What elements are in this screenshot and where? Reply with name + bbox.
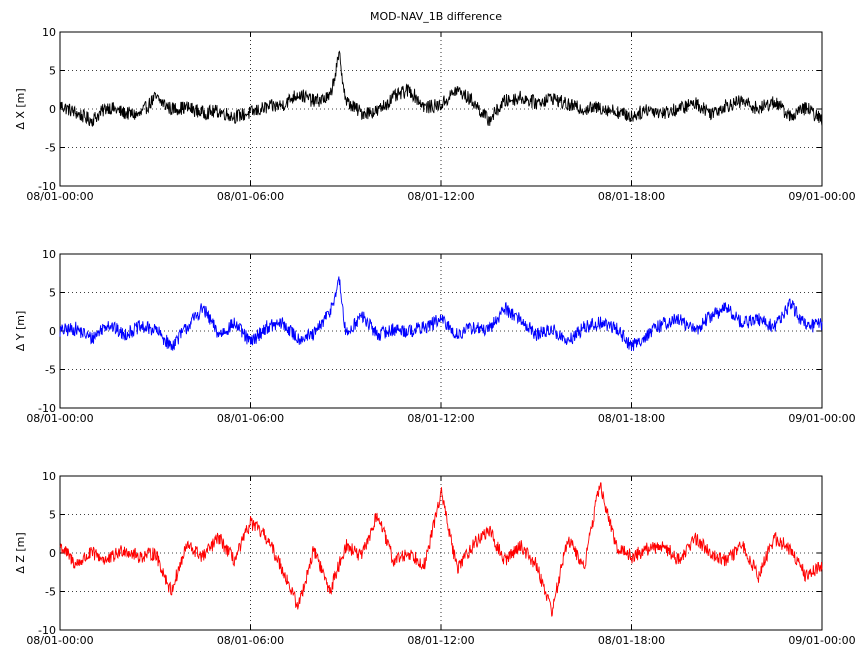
x-tick-label-x-0: 08/01-00:00 bbox=[26, 190, 93, 203]
y-tick-label-x-1: -5 bbox=[45, 142, 56, 155]
series-line-y bbox=[59, 276, 823, 352]
y-tick-label-z-3: 5 bbox=[49, 509, 56, 522]
y-tick-label-z-1: -5 bbox=[45, 586, 56, 599]
y-tick-label-x-4: 10 bbox=[42, 26, 56, 39]
y-tick-label-y-1: -5 bbox=[45, 364, 56, 377]
x-tick-label-z-3: 08/01-18:00 bbox=[598, 634, 665, 647]
delta-x-panel: -10 -5 0 5 10 08/01-00:00 08/01-06:00 08/01-12:… bbox=[14, 26, 856, 203]
y-axis-label-z: Δ Z [m] bbox=[14, 532, 27, 573]
delta-y-panel: -10 -5 0 5 10 08/01-00:00 08/01-06:00 08/01-12:… bbox=[14, 248, 856, 425]
series-line-x bbox=[59, 50, 823, 127]
y-tick-label-z-2: 0 bbox=[49, 547, 56, 560]
y-axis-label-y: Δ Y [m] bbox=[14, 311, 27, 352]
x-tick-label-y-2: 08/01-12:00 bbox=[407, 412, 474, 425]
x-tick-label-x-3: 08/01-18:00 bbox=[598, 190, 665, 203]
delta-z-panel: -10 -5 0 5 10 08/01-00:00 08/01-06:00 08/01-12:… bbox=[14, 470, 856, 647]
chart-title: MOD-NAV_1B difference bbox=[370, 10, 502, 23]
y-tick-label-z-0: -10 bbox=[38, 624, 56, 637]
x-tick-label-z-0: 08/01-00:00 bbox=[26, 634, 93, 647]
y-tick-label-x-2: 0 bbox=[49, 103, 56, 116]
x-tick-label-x-2: 08/01-12:00 bbox=[407, 190, 474, 203]
x-tick-label-x-1: 08/01-06:00 bbox=[217, 190, 284, 203]
y-tick-label-y-3: 5 bbox=[49, 287, 56, 300]
y-tick-label-x-3: 5 bbox=[49, 65, 56, 78]
x-tick-label-z-2: 08/01-12:00 bbox=[407, 634, 474, 647]
x-tick-label-y-4: 09/01-00:00 bbox=[788, 412, 855, 425]
y-tick-label-y-0: -10 bbox=[38, 402, 56, 415]
x-tick-label-y-0: 08/01-00:00 bbox=[26, 412, 93, 425]
x-tick-label-y-1: 08/01-06:00 bbox=[217, 412, 284, 425]
y-tick-label-x-0: -10 bbox=[38, 180, 56, 193]
y-axis-label-x: Δ X [m] bbox=[14, 88, 27, 129]
x-tick-label-y-3: 08/01-18:00 bbox=[598, 412, 665, 425]
y-tick-label-z-4: 10 bbox=[42, 470, 56, 483]
x-tick-label-x-4: 09/01-00:00 bbox=[788, 190, 855, 203]
x-tick-label-z-1: 08/01-06:00 bbox=[217, 634, 284, 647]
x-tick-label-z-4: 09/01-00:00 bbox=[788, 634, 855, 647]
y-tick-label-y-4: 10 bbox=[42, 248, 56, 261]
y-tick-label-y-2: 0 bbox=[49, 325, 56, 338]
series-line-z bbox=[59, 482, 823, 617]
